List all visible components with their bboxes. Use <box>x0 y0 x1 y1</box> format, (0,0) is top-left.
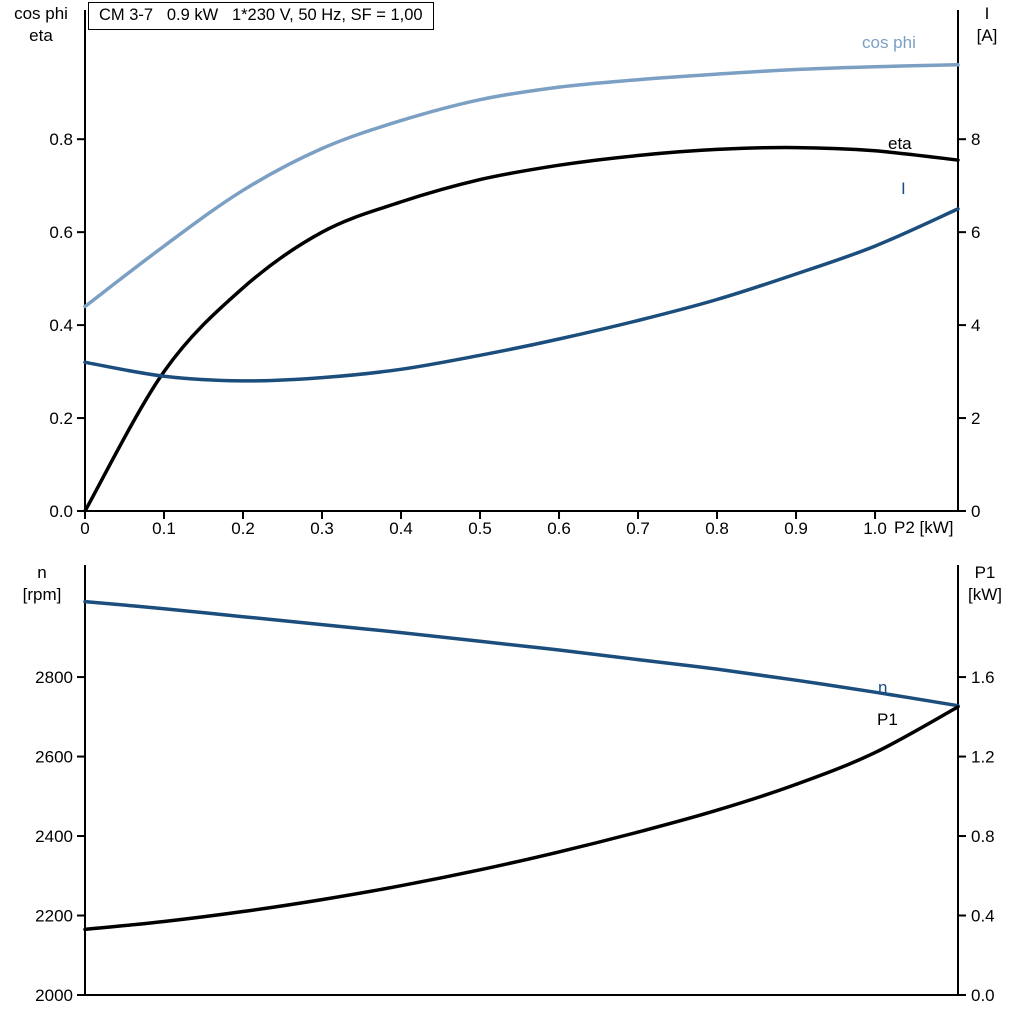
left-axis-tick-label: 0.6 <box>49 223 73 242</box>
top-right-axis-title-line2: [A] <box>976 26 998 45</box>
x-axis-tick-label: 0 <box>80 519 89 538</box>
chart-info-text: CM 3-7 0.9 kW 1*230 V, 50 Hz, SF = 1,00 <box>99 6 423 24</box>
top-left-axis-title-line2: eta <box>29 26 53 45</box>
right-axis-tick-label: 0.0 <box>971 986 995 1005</box>
x-axis-label: P2 [kW] <box>894 518 954 537</box>
curve-label-current: I <box>901 179 906 198</box>
left-axis-tick-label: 0.8 <box>49 130 73 149</box>
left-axis-tick-label: 0.0 <box>49 502 73 521</box>
right-axis-tick-label: 1.2 <box>971 748 995 767</box>
top-left-axis-title: cos phi eta <box>2 3 80 47</box>
left-axis-tick-label: 0.2 <box>49 409 73 428</box>
x-axis-tick-label: 0.1 <box>152 519 176 538</box>
x-axis-tick-label: 0.2 <box>231 519 255 538</box>
left-axis-tick-label: 2000 <box>35 986 73 1005</box>
left-axis-tick-label: 2400 <box>35 827 73 846</box>
left-axis-tick-label: 2600 <box>35 748 73 767</box>
right-axis-tick-label: 4 <box>971 316 980 335</box>
bottom-right-axis-title-line2: [kW] <box>968 585 1002 604</box>
right-axis-tick-label: 2 <box>971 409 980 428</box>
right-axis-tick-label: 0 <box>971 502 980 521</box>
top-right-axis-title-line1: I <box>984 4 990 23</box>
left-axis-tick-label: 2800 <box>35 668 73 687</box>
right-axis-tick-label: 0.8 <box>971 827 995 846</box>
bottom-right-axis-title: P1 [kW] <box>952 562 1018 606</box>
curve-n <box>83 599 960 708</box>
bottom-left-axis-title-line1: n <box>37 563 47 582</box>
curve-i <box>83 207 960 383</box>
axis-frame <box>84 10 959 512</box>
left-axis-tick-label: 2200 <box>35 906 73 925</box>
top-right-axis-title: I [A] <box>956 3 1018 47</box>
axis-frame <box>84 565 959 996</box>
curve-label-p1: P1 <box>877 710 898 729</box>
curve-eta <box>83 145 960 513</box>
right-axis-tick-label: 0.4 <box>971 906 995 925</box>
bottom-left-axis-title-line2: [rpm] <box>22 585 62 604</box>
x-axis-tick-label: 0.6 <box>547 519 571 538</box>
x-axis-tick-label: 0.7 <box>626 519 650 538</box>
left-axis-tick-label: 0.4 <box>49 316 73 335</box>
curve-label-cos-phi: cos phi <box>862 33 916 52</box>
curve-cos-phi <box>83 63 960 309</box>
top-left-axis-title-line1: cos phi <box>14 4 68 23</box>
x-axis-tick-label: 0.4 <box>389 519 413 538</box>
chart-info-box: CM 3-7 0.9 kW 1*230 V, 50 Hz, SF = 1,00 <box>88 2 434 30</box>
x-axis-tick-label: 0.8 <box>705 519 729 538</box>
right-axis-tick-label: 1.6 <box>971 668 995 687</box>
x-axis-tick-label: 0.9 <box>784 519 808 538</box>
curve-label-eta: eta <box>888 134 912 153</box>
right-axis-tick-label: 8 <box>971 130 980 149</box>
bottom-right-axis-title-line1: P1 <box>974 563 996 582</box>
right-axis-tick-label: 6 <box>971 223 980 242</box>
curve-label-speed: n <box>878 678 888 697</box>
x-axis-tick-label: 0.5 <box>468 519 492 538</box>
bottom-left-axis-title: n [rpm] <box>6 562 78 606</box>
x-axis-tick-label: 0.3 <box>310 519 334 538</box>
x-axis-tick-label: 1.0 <box>863 519 887 538</box>
curve-p1 <box>83 705 960 932</box>
